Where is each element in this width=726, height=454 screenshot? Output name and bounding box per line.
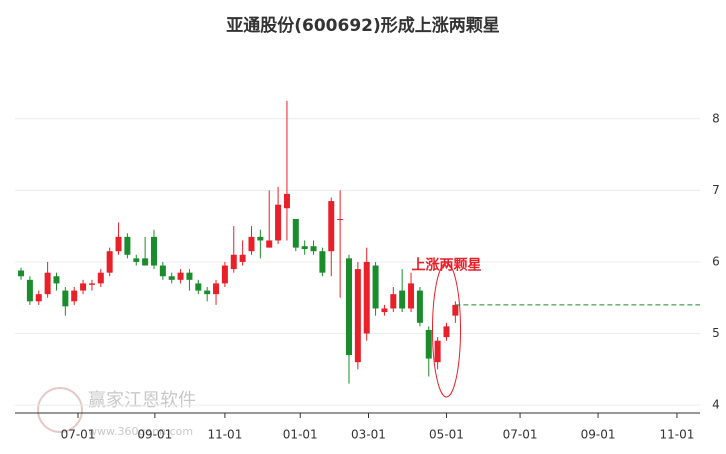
candle-body [97,272,104,284]
candle-body [363,261,370,334]
y-tick-label: 7 [712,183,720,197]
candle-body [257,236,264,241]
candle-body [80,283,87,291]
candle-body [372,265,379,309]
candle-body [88,283,95,285]
x-tick-label: 03-01 [351,428,386,442]
candle-body [177,272,184,280]
candle-body [195,283,202,291]
candle-body [275,204,282,241]
watermark-logo [37,387,83,433]
candle-body [150,236,157,266]
x-tick-label: 01-01 [283,428,318,442]
y-tick-label: 4 [712,398,720,412]
candle-body [390,294,397,309]
candle-body [159,265,166,277]
candle-body [53,276,60,284]
candle-body [115,236,122,252]
candle-body [35,294,42,302]
highlight-ellipse [431,262,461,398]
candle-body [204,290,211,295]
candle-body [319,251,326,273]
candle-body [133,258,140,262]
candle-body [124,236,131,255]
candle-body [221,265,228,284]
x-tick-label: 09-01 [137,428,172,442]
x-tick-label: 05-01 [429,428,464,442]
candle-body [292,218,299,248]
watermark-url: www.360gann.com [88,425,193,438]
x-tick-label: 07-01 [503,428,538,442]
candle-body [328,201,335,252]
x-tick-label: 07-01 [61,428,96,442]
y-tick-label: 6 [712,254,720,268]
candle-body [399,290,406,309]
candle-body [416,290,423,323]
candle-body [443,326,450,338]
y-tick-label: 5 [712,326,720,340]
candle-body [310,246,317,252]
annotation: 上涨两颗星 [411,258,481,274]
candle-body [452,304,459,316]
candle-body [248,236,255,252]
watermark: 赢家江恩软件 [88,389,196,411]
candle-body [301,246,308,250]
candle-body [106,251,113,273]
candle-body [213,283,220,295]
candle-body [345,258,352,356]
candle-body [142,258,149,266]
candle-body [168,276,175,280]
candle-body [71,290,78,302]
x-tick-label: 11-01 [207,428,242,442]
x-tick-label: 09-01 [581,428,616,442]
candle-body [354,269,361,363]
candle-body [381,308,388,313]
candle-body [266,240,273,248]
candle-body [44,272,51,295]
candle-body [425,329,432,359]
chart-title: 亚通股份(600692)形成上涨两颗星 [226,15,500,36]
x-tick-label: 11-01 [660,428,695,442]
candle-body [408,283,415,309]
candle-body [230,254,237,270]
candle-body [337,218,344,220]
candle-body [434,340,441,363]
y-tick-label: 8 [712,111,720,125]
candle-body [186,272,193,280]
candle-body [26,279,33,302]
candle-body [62,290,69,307]
candle-body [283,193,290,209]
candle-body [239,254,246,262]
candle-body [18,270,25,277]
